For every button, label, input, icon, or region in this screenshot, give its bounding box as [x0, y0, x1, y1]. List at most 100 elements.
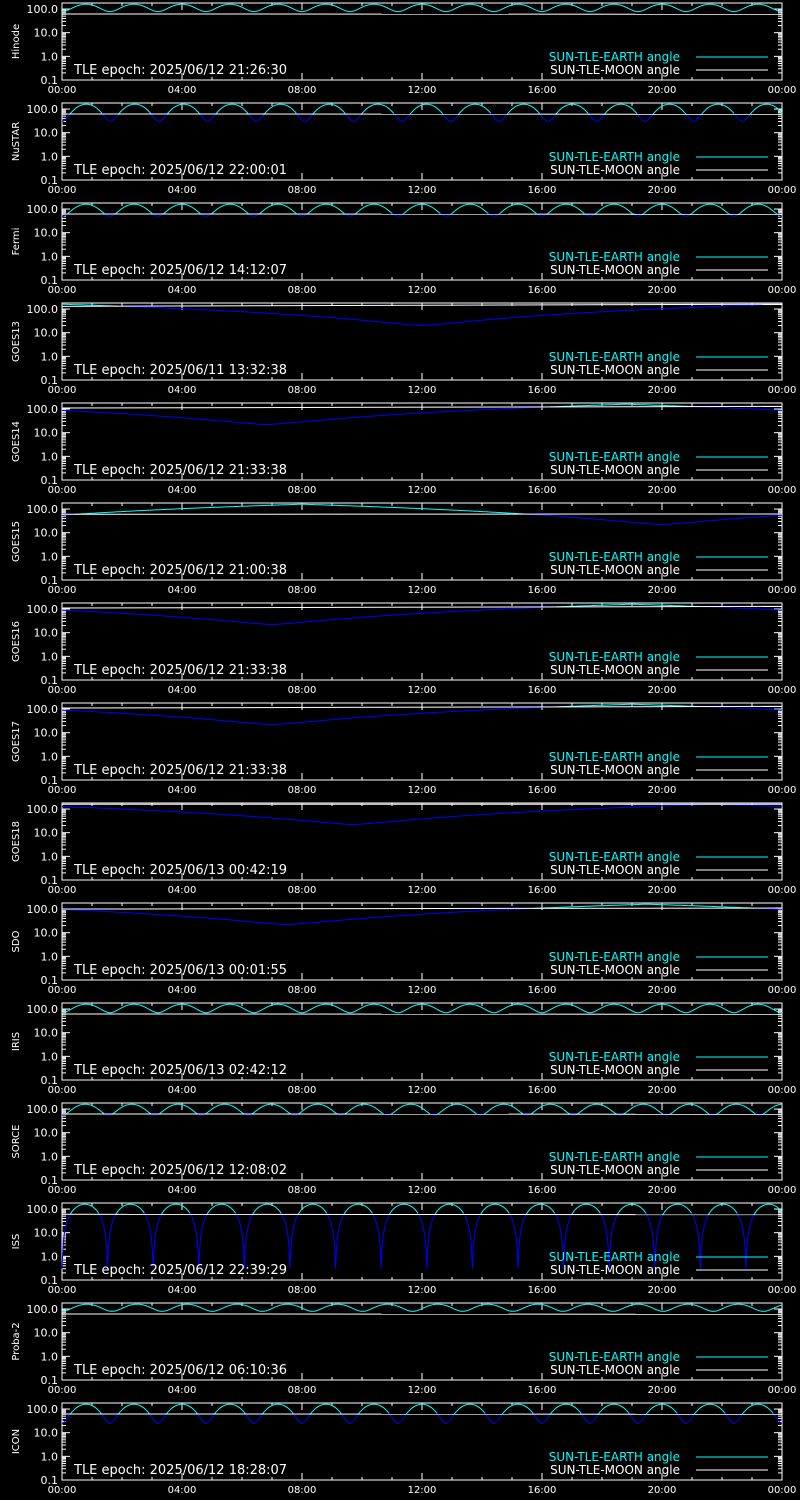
earth-angle-line [692, 406, 783, 411]
y-tick-label: 10.0 [34, 27, 59, 40]
x-tick-label: 16:00 [528, 185, 557, 196]
earth-angle-line [297, 1103, 338, 1115]
earth-angle-line [536, 213, 548, 217]
y-tick-label: 1.0 [41, 1050, 59, 1063]
x-tick-label: 08:00 [288, 85, 317, 96]
y-tick-label: 10.0 [34, 427, 59, 440]
earth-angle-line [160, 1203, 191, 1216]
tle-epoch-label: TLE epoch: 2025/06/12 21:33:38 [73, 763, 287, 778]
x-tick-label: 00:00 [48, 485, 77, 496]
x-tick-label: 16:00 [528, 85, 557, 96]
legend-earth-label: SUN-TLE-EARTH angle [549, 650, 680, 664]
earth-angle-line [62, 1003, 782, 1014]
x-tick-label: 16:00 [528, 1185, 557, 1196]
tle-epoch-label: TLE epoch: 2025/06/13 00:01:55 [73, 963, 287, 978]
x-tick-label: 00:00 [768, 1485, 797, 1496]
x-tick-label: 00:00 [48, 585, 77, 596]
earth-angle-line [62, 3, 782, 13]
x-tick-label: 00:00 [48, 685, 77, 696]
panel-ylabel: Hinode [11, 24, 22, 59]
y-tick-label: 100.0 [27, 403, 59, 416]
earth-angle-line [213, 1403, 246, 1415]
earth-angle-line [594, 203, 634, 215]
x-tick-label: 12:00 [408, 1285, 437, 1296]
earth-angle-line [728, 213, 739, 217]
x-tick-label: 00:00 [48, 1385, 77, 1396]
y-tick-label: 10.0 [34, 1327, 59, 1340]
earth-angle-line [61, 213, 68, 217]
y-tick-label: 10.0 [34, 527, 59, 540]
y-tick-label: 0.1 [41, 174, 59, 187]
earth-angle-line [62, 606, 557, 626]
earth-angle-line [248, 213, 260, 217]
y-tick-label: 1.0 [41, 1450, 59, 1463]
earth-angle-line [162, 203, 201, 215]
earth-angle-line [344, 113, 362, 122]
panel-iss: 100.010.01.00.100:00 04:00 08:00 12:00 16:00… [11, 1202, 796, 1296]
panel-fermi: 100.010.01.00.100:00 04:00 08:00 12:00 16:00… [11, 202, 796, 296]
legend-earth-label: SUN-TLE-EARTH angle [549, 950, 680, 964]
earth-angle-line [258, 203, 297, 215]
x-tick-label: 00:00 [48, 285, 77, 296]
earth-angle-line [244, 1413, 263, 1424]
x-tick-label: 00:00 [768, 85, 797, 96]
legend-moon-label: SUN-TLE-MOON angle [550, 163, 680, 177]
x-tick-label: 16:00 [528, 485, 557, 496]
x-tick-label: 20:00 [648, 1485, 677, 1496]
legend-moon-label: SUN-TLE-MOON angle [550, 1163, 680, 1177]
legend-earth-label: SUN-TLE-EARTH angle [549, 50, 680, 64]
earth-angle-line [297, 1203, 328, 1216]
earth-angle-line [215, 103, 249, 115]
y-tick-label: 1.0 [41, 450, 59, 463]
earth-angle-line [69, 1403, 102, 1415]
legend-earth-label: SUN-TLE-EARTH angle [549, 1350, 680, 1364]
earth-angle-line [555, 103, 589, 115]
x-tick-label: 08:00 [288, 185, 317, 196]
x-tick-label: 16:00 [528, 1485, 557, 1496]
x-tick-label: 08:00 [288, 585, 317, 596]
earth-angle-line [434, 1203, 465, 1216]
x-tick-label: 04:00 [168, 585, 197, 596]
x-tick-label: 08:00 [288, 1185, 317, 1196]
legend-moon-label: SUN-TLE-MOON angle [550, 1263, 680, 1277]
x-tick-label: 08:00 [288, 985, 317, 996]
earth-angle-line [66, 203, 105, 215]
earth-angle-line [61, 1214, 71, 1269]
earth-angle-line [546, 203, 585, 215]
earth-angle-line [166, 103, 200, 115]
x-tick-label: 20:00 [648, 485, 677, 496]
earth-angle-line [450, 203, 489, 215]
y-tick-label: 1.0 [41, 1150, 59, 1163]
earth-angle-line [616, 1203, 647, 1216]
y-tick-label: 1.0 [41, 150, 59, 163]
x-tick-label: 04:00 [168, 985, 197, 996]
earth-angle-line [691, 1213, 709, 1269]
x-tick-label: 12:00 [408, 1185, 437, 1196]
x-tick-label: 16:00 [528, 785, 557, 796]
x-tick-label: 00:00 [48, 185, 77, 196]
x-tick-label: 08:00 [288, 1485, 317, 1496]
earth-angle-line [628, 1413, 647, 1424]
earth-angle-line [556, 603, 698, 608]
legend-moon-label: SUN-TLE-MOON angle [550, 63, 680, 77]
earth-angle-line [235, 1213, 253, 1269]
earth-angle-line [62, 706, 557, 726]
earth-angle-line [344, 1103, 384, 1115]
earth-angle-line [506, 103, 540, 116]
x-tick-label: 08:00 [288, 1385, 317, 1396]
earth-angle-line [292, 1413, 311, 1424]
earth-angle-line [689, 203, 730, 216]
earth-angle-line [360, 103, 395, 115]
panel-goes13: 100.010.01.00.100:00 04:00 08:00 12:00 16:00… [11, 302, 796, 396]
earth-angle-line [336, 1113, 345, 1116]
y-tick-label: 10.0 [34, 1127, 59, 1140]
earth-angle-line [533, 903, 754, 909]
earth-angle-line [206, 1203, 237, 1216]
y-tick-label: 10.0 [34, 627, 59, 640]
earth-angle-line [152, 213, 164, 217]
legend-earth-label: SUN-TLE-EARTH angle [549, 450, 680, 464]
panel-nustar: 100.010.01.00.100:00 04:00 08:00 12:00 16:00… [11, 102, 796, 196]
earth-angle-line [604, 103, 638, 115]
x-tick-label: 00:00 [48, 85, 77, 96]
earth-angle-line [693, 1403, 726, 1415]
